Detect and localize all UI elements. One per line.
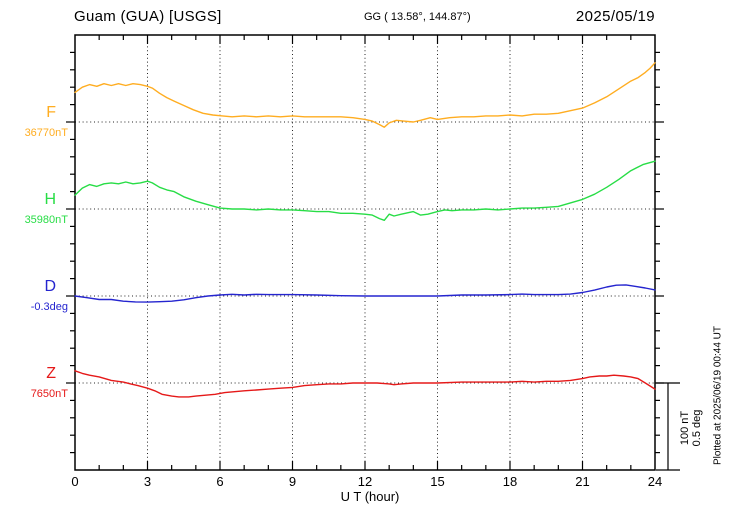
trace-reference-value-D: -0.3deg <box>30 301 68 313</box>
scale-bar-deg-label: 0.5 deg <box>691 409 703 447</box>
plot-date: 2025/05/19 <box>575 8 655 25</box>
observatory-coordinates: GG ( 13.58°, 144.87°) <box>364 11 471 23</box>
x-tick-label-0: 0 <box>71 474 79 489</box>
trace-label-F: F <box>46 104 56 121</box>
trace-reference-value-F: 36770nT <box>24 127 68 139</box>
x-tick-label-6: 6 <box>216 474 224 489</box>
trace-reference-value-Z: 7650nT <box>30 388 68 400</box>
station-title: Guam (GUA) [USGS] <box>74 8 222 25</box>
trace-label-H: H <box>44 191 56 208</box>
x-tick-label-9: 9 <box>288 474 297 489</box>
x-tick-label-21: 21 <box>575 474 590 489</box>
trace-reference-value-H: 35980nT <box>24 214 68 226</box>
plot-border <box>74 34 656 471</box>
scale-bar-nt-label: 100 nT <box>679 410 691 446</box>
x-tick-label-3: 3 <box>143 474 152 489</box>
trace-D <box>74 284 656 303</box>
trace-label-D: D <box>44 278 56 295</box>
x-axis-label: U T (hour) <box>340 489 400 504</box>
trace-H <box>74 160 656 222</box>
trace-label-Z: Z <box>46 365 56 382</box>
x-tick-label-18: 18 <box>502 474 518 489</box>
x-tick-label-15: 15 <box>430 474 445 489</box>
plotted-at-note: Plotted at 2025/06/19 00:44 UT <box>712 326 724 465</box>
scale-bar-label: 100 nT 0.5 deg <box>667 396 715 460</box>
x-tick-label-24: 24 <box>647 474 663 489</box>
trace-F <box>74 62 656 128</box>
trace-Z <box>74 370 656 398</box>
x-tick-label-12: 12 <box>357 474 373 489</box>
